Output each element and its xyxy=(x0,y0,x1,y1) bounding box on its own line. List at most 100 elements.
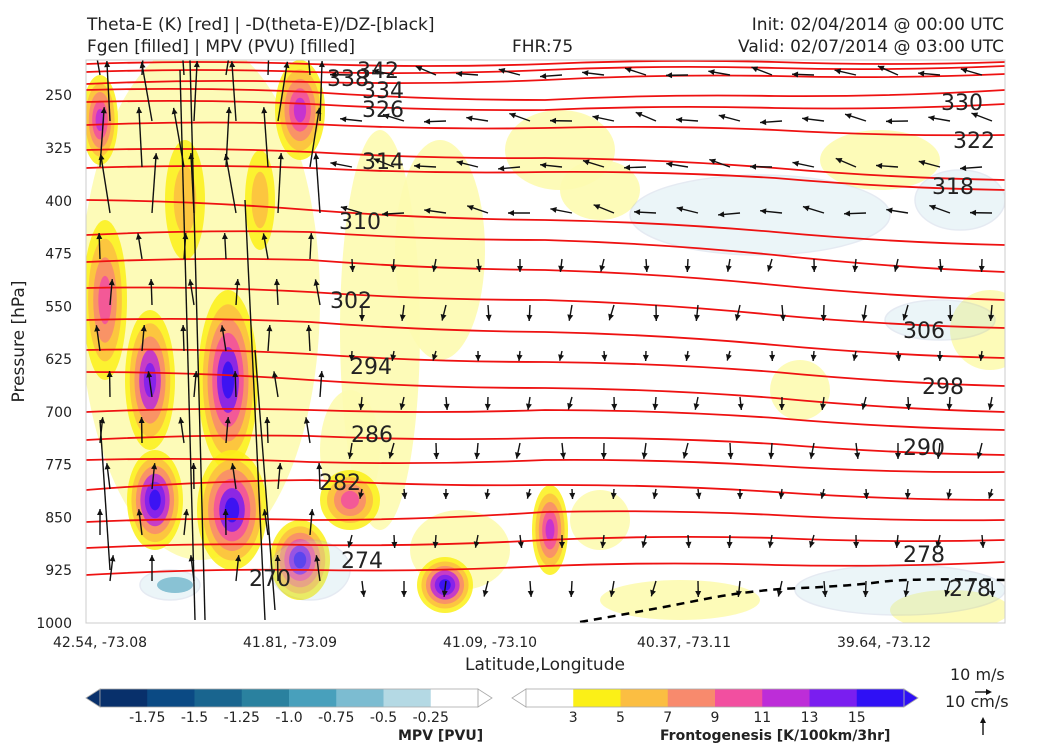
theta-e-label: 278 xyxy=(903,543,945,568)
wind-arrow-head xyxy=(835,157,843,164)
wind-arrow-shaft xyxy=(277,61,289,122)
wind-arrow-head xyxy=(152,153,159,160)
wind-arrow-head xyxy=(929,204,936,211)
wind-arrow-head xyxy=(989,590,996,597)
theta-e-contour xyxy=(86,510,1005,523)
wind-arrow-head xyxy=(918,70,925,77)
wind-arrow-head xyxy=(517,541,524,548)
theta-e-contour xyxy=(86,99,1005,112)
fgen-colorbar-tick: 9 xyxy=(711,710,720,726)
theta-e-label: 294 xyxy=(350,355,392,380)
wind-arrow-shaft xyxy=(231,61,237,122)
wind-arrow-head xyxy=(330,71,337,78)
wind-arrow-head xyxy=(318,371,325,378)
wind-arrow-head xyxy=(443,403,450,410)
wind-arrow-head xyxy=(190,463,197,470)
wind-arrow-head xyxy=(778,492,785,499)
wind-arrow-head xyxy=(267,15,273,21)
wind-arrow-head xyxy=(903,590,910,597)
wind-arrow-head xyxy=(273,279,280,286)
wind-arrow-head xyxy=(359,315,365,321)
wind-arrow-head xyxy=(944,589,951,597)
wind-arrow-head xyxy=(902,313,909,321)
wind-arrow-head xyxy=(388,451,395,459)
wind-arrow-head xyxy=(104,61,111,68)
wind-arrow-head xyxy=(894,541,901,548)
wind-arrow-head xyxy=(792,160,799,167)
wind-arrow-head xyxy=(277,153,284,160)
wind-arrow-head xyxy=(624,164,631,171)
wind-arrow-head xyxy=(262,509,269,516)
wind-arrow-head xyxy=(726,354,732,361)
theta-e-contour xyxy=(86,60,1005,67)
theta-e-label: 326 xyxy=(362,98,404,123)
wind-arrow-head xyxy=(108,279,115,286)
wind-arrow-shaft xyxy=(99,419,111,571)
wind-arrow-head xyxy=(177,15,183,21)
wind-arrow-head xyxy=(187,279,194,286)
mpv-colorbar-tick: -0.25 xyxy=(413,710,449,726)
wind-arrow-head xyxy=(820,492,826,499)
y-tick-label: 850 xyxy=(45,510,72,526)
mpv-colorbar-swatch xyxy=(241,689,290,707)
theta-e-contour xyxy=(86,348,1005,387)
wind-arrow-head xyxy=(652,492,659,499)
mpv-colorbar-extend-high xyxy=(477,688,493,708)
valid-time: Valid: 02/07/2014 @ 03:00 UTC xyxy=(738,37,1004,57)
mpv-colorbar-label: MPV [PVU] xyxy=(398,728,484,744)
theta-e-label: 306 xyxy=(903,319,945,344)
wind-arrow-head xyxy=(737,493,743,499)
wind-arrow-head xyxy=(475,354,482,361)
wind-arrow-head xyxy=(845,113,852,119)
wind-arrow-head xyxy=(695,590,702,597)
wind-arrow-shaft xyxy=(179,69,196,621)
wind-arrow-head xyxy=(726,541,733,548)
wind-arrow-head xyxy=(820,314,827,321)
wind-arrow-head xyxy=(473,541,480,548)
fgen-colorbar-tick: 3 xyxy=(569,710,578,726)
wind-arrow-head xyxy=(676,116,683,123)
theta-e-contour xyxy=(86,457,1005,474)
theta-e-contour xyxy=(86,434,1005,456)
wind-arrow-head xyxy=(987,491,994,499)
wind-arrow-head xyxy=(508,210,514,216)
wind-arrow-head xyxy=(863,492,870,499)
theta-e-label: 334 xyxy=(362,79,404,104)
wind-arrow-head xyxy=(918,159,926,166)
wind-arrow-head xyxy=(151,463,158,470)
wind-arrow-head xyxy=(582,70,589,77)
wind-arrow-head xyxy=(592,114,599,121)
x-tick-label: 40.37, -73.11 xyxy=(637,635,731,651)
fgen-weak-region xyxy=(560,160,640,220)
wind-arrow-head xyxy=(695,492,702,499)
wind-arrow-head xyxy=(219,325,226,332)
wind-arrow-head xyxy=(358,403,365,410)
wind-arrow-head xyxy=(877,65,885,72)
wind-arrow-head xyxy=(347,540,354,548)
wind-arrow-head xyxy=(611,403,618,410)
theta-e-contour xyxy=(86,230,1005,273)
theta-e-contour xyxy=(86,371,1005,413)
wind-arrow-head xyxy=(231,16,237,22)
wind-arrow-shaft xyxy=(189,60,206,621)
wind-arrow-head xyxy=(560,452,567,459)
wind-arrow-head xyxy=(498,165,505,172)
wind-arrow-head xyxy=(760,119,767,126)
init-time: Init: 02/04/2014 @ 00:00 UTC xyxy=(751,15,1004,35)
theta-e-contour xyxy=(86,147,1005,181)
fgen-weak-region xyxy=(820,130,940,190)
mpv-colorbar-tick: -1.0 xyxy=(275,710,302,726)
wind-arrow-head xyxy=(593,204,601,210)
theta-e-contour xyxy=(86,317,1005,359)
wind-arrow-head xyxy=(373,158,381,164)
wind-arrow-head xyxy=(399,314,406,321)
wind-arrow-head xyxy=(625,67,632,73)
mpv-colorbar-frame xyxy=(99,688,479,708)
wind-arrow-head xyxy=(976,451,983,459)
wind-arrow-head xyxy=(148,279,155,286)
wind-arrow-shaft xyxy=(309,107,321,168)
theta-e-label: 302 xyxy=(330,289,372,314)
wind-arrow-head xyxy=(988,314,995,321)
wind-arrow-head xyxy=(232,371,239,378)
